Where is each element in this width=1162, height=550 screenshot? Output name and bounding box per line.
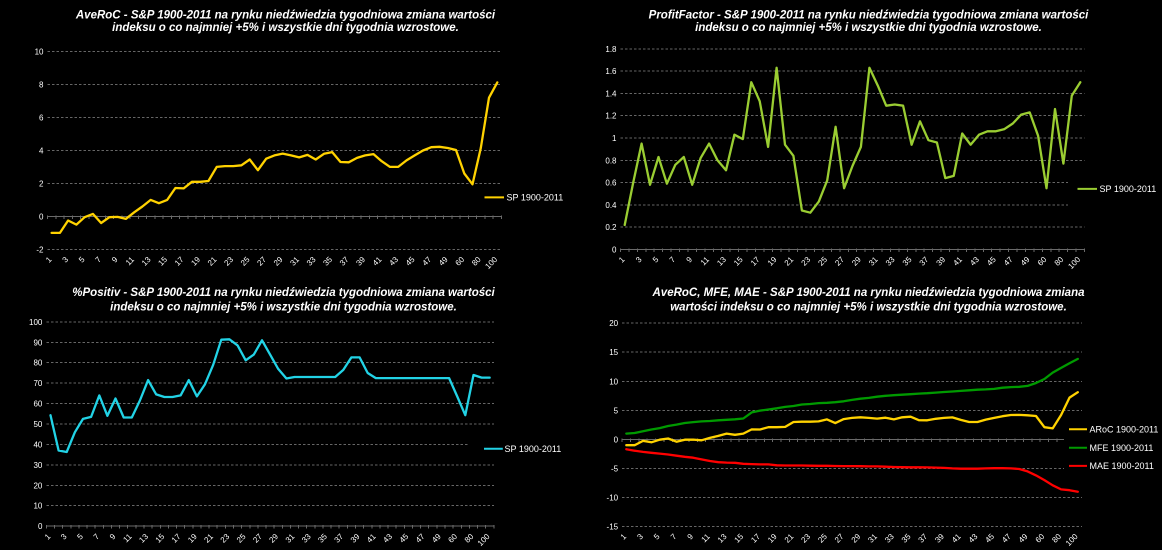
- svg-text:3: 3: [634, 255, 644, 265]
- svg-text:80: 80: [33, 359, 42, 368]
- svg-text:SP 1900-2011: SP 1900-2011: [1100, 184, 1157, 194]
- svg-text:15: 15: [609, 348, 618, 357]
- svg-text:5: 5: [77, 255, 87, 265]
- svg-text:AveRoC - S&P 1900-2011 na rynk: AveRoC - S&P 1900-2011 na rynku niedźwie…: [75, 9, 496, 21]
- svg-text:5: 5: [651, 255, 661, 265]
- svg-text:wartości indeksu o co najmniej: wartości indeksu o co najmniej +5% i wsz…: [670, 302, 1067, 314]
- svg-text:MAE 1900-2011: MAE 1900-2011: [1090, 461, 1154, 471]
- svg-text:0.6: 0.6: [605, 179, 617, 188]
- svg-text:4: 4: [39, 147, 44, 156]
- svg-text:10: 10: [609, 377, 618, 386]
- svg-text:1.4: 1.4: [605, 89, 617, 98]
- svg-text:30: 30: [33, 461, 42, 470]
- svg-text:-2: -2: [36, 245, 44, 254]
- svg-text:0: 0: [39, 212, 44, 221]
- svg-text:3: 3: [59, 532, 69, 542]
- svg-text:1.6: 1.6: [605, 67, 617, 76]
- svg-text:9: 9: [685, 255, 695, 265]
- svg-text:6: 6: [39, 114, 44, 123]
- svg-text:0: 0: [38, 522, 43, 531]
- svg-text:20: 20: [33, 481, 42, 490]
- svg-text:7: 7: [668, 255, 678, 265]
- svg-text:10: 10: [35, 48, 44, 57]
- svg-text:AveRoC, MFE, MAE - S&P 1900-20: AveRoC, MFE, MAE - S&P 1900-2011 na rynk…: [652, 287, 1086, 299]
- svg-text:0.8: 0.8: [605, 156, 617, 165]
- svg-text:1: 1: [43, 532, 53, 542]
- svg-text:%Positiv - S&P 1900-2011 na ry: %Positiv - S&P 1900-2011 na rynku niedźw…: [72, 287, 495, 299]
- svg-text:0: 0: [614, 435, 619, 444]
- svg-text:40: 40: [33, 440, 42, 449]
- svg-text:9: 9: [110, 255, 120, 265]
- svg-text:1.2: 1.2: [605, 112, 617, 121]
- svg-text:3: 3: [61, 255, 71, 265]
- svg-text:60: 60: [33, 400, 42, 409]
- svg-text:10: 10: [33, 502, 42, 511]
- svg-text:9: 9: [686, 532, 696, 542]
- svg-text:3: 3: [635, 532, 645, 542]
- svg-text:SP 1900-2011: SP 1900-2011: [507, 193, 564, 203]
- svg-text:50: 50: [33, 420, 42, 429]
- svg-text:0.4: 0.4: [605, 201, 617, 210]
- svg-text:9: 9: [108, 532, 118, 542]
- svg-text:7: 7: [669, 532, 679, 542]
- svg-text:ProfitFactor - S&P 1900-2011 n: ProfitFactor - S&P 1900-2011 na rynku ni…: [649, 9, 1089, 21]
- svg-text:0: 0: [612, 246, 617, 255]
- svg-text:7: 7: [92, 532, 102, 542]
- svg-text:MFE 1900-2011: MFE 1900-2011: [1090, 443, 1154, 453]
- svg-text:indeksu o co najmniej +5% i ws: indeksu o co najmniej +5% i wszystkie dn…: [112, 22, 459, 34]
- svg-text:8: 8: [39, 81, 44, 90]
- svg-text:indeksu o co najmniej +5% i ws: indeksu o co najmniej +5% i wszystkie dn…: [110, 302, 457, 314]
- svg-text:-5: -5: [611, 464, 619, 473]
- svg-text:100: 100: [29, 318, 43, 327]
- svg-text:5: 5: [75, 532, 85, 542]
- svg-text:0.2: 0.2: [605, 223, 617, 232]
- svg-text:70: 70: [33, 379, 42, 388]
- svg-text:1: 1: [44, 255, 54, 265]
- svg-text:1: 1: [612, 134, 617, 143]
- svg-text:90: 90: [33, 338, 42, 347]
- svg-text:1.8: 1.8: [605, 45, 617, 54]
- svg-text:-10: -10: [607, 494, 619, 503]
- svg-text:7: 7: [94, 255, 104, 265]
- svg-text:1: 1: [619, 532, 629, 542]
- svg-text:ARoC 1900-2011: ARoC 1900-2011: [1090, 425, 1159, 435]
- svg-text:5: 5: [614, 406, 619, 415]
- svg-text:1: 1: [617, 255, 627, 265]
- svg-text:5: 5: [652, 532, 662, 542]
- svg-text:SP 1900-2011: SP 1900-2011: [505, 444, 562, 454]
- svg-text:20: 20: [609, 319, 618, 328]
- svg-text:indeksu o co najmniej +5% i ws: indeksu o co najmniej +5% i wszystkie dn…: [695, 22, 1042, 34]
- svg-text:-15: -15: [607, 523, 619, 532]
- svg-text:2: 2: [39, 179, 44, 188]
